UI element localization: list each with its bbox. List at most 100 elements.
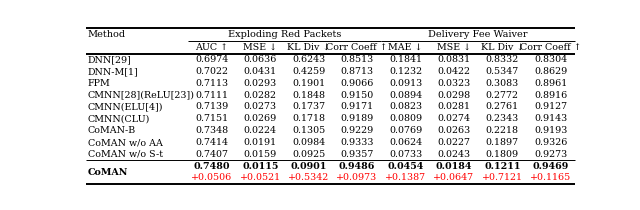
Text: CoMAN w/o AA: CoMAN w/o AA: [88, 138, 163, 147]
Text: +0.1387: +0.1387: [385, 173, 426, 182]
Text: 0.8513: 0.8513: [340, 55, 374, 64]
Text: 0.7139: 0.7139: [195, 102, 228, 112]
Text: 0.2772: 0.2772: [486, 91, 519, 100]
Text: 0.2761: 0.2761: [486, 102, 519, 112]
Text: 0.0733: 0.0733: [389, 150, 422, 159]
Text: 0.0431: 0.0431: [244, 67, 277, 76]
Text: 0.9171: 0.9171: [340, 102, 374, 112]
Text: CoMAN w/o S-t: CoMAN w/o S-t: [88, 150, 163, 159]
Text: 0.9333: 0.9333: [340, 138, 374, 147]
Text: Corr Coeff ↑: Corr Coeff ↑: [326, 43, 388, 52]
Text: DNN-M[1]: DNN-M[1]: [88, 67, 139, 76]
Text: 0.0293: 0.0293: [244, 79, 277, 88]
Text: Method: Method: [88, 30, 126, 39]
Text: 0.0323: 0.0323: [437, 79, 470, 88]
Text: 0.8961: 0.8961: [534, 79, 568, 88]
Text: 0.0115: 0.0115: [242, 162, 278, 171]
Text: Exploding Red Packets: Exploding Red Packets: [228, 30, 341, 39]
Text: 0.4259: 0.4259: [292, 67, 325, 76]
Text: Corr Coeff ↑: Corr Coeff ↑: [520, 43, 582, 52]
Text: 0.0636: 0.0636: [244, 55, 277, 64]
Text: CMNN[28](ReLU[23]): CMNN[28](ReLU[23]): [88, 91, 195, 100]
Text: 0.0273: 0.0273: [244, 102, 277, 112]
Text: 0.0422: 0.0422: [438, 67, 470, 76]
Text: FPM: FPM: [88, 79, 111, 88]
Text: 0.9150: 0.9150: [340, 91, 374, 100]
Text: 0.5347: 0.5347: [486, 67, 519, 76]
Text: 0.0831: 0.0831: [437, 55, 470, 64]
Text: 0.0894: 0.0894: [389, 91, 422, 100]
Text: 0.0925: 0.0925: [292, 150, 325, 159]
Text: 0.9189: 0.9189: [340, 114, 374, 123]
Text: 0.7480: 0.7480: [193, 162, 230, 171]
Text: 0.0282: 0.0282: [244, 91, 276, 100]
Text: 0.1305: 0.1305: [292, 126, 325, 135]
Text: MSE ↓: MSE ↓: [437, 43, 471, 52]
Text: 0.9066: 0.9066: [340, 79, 374, 88]
Text: 0.9127: 0.9127: [534, 102, 567, 112]
Text: +0.0506: +0.0506: [191, 173, 232, 182]
Text: 0.9486: 0.9486: [339, 162, 375, 171]
Text: CMNN(CLU): CMNN(CLU): [88, 114, 150, 123]
Text: 0.1232: 0.1232: [389, 67, 422, 76]
Text: 0.7407: 0.7407: [195, 150, 228, 159]
Text: 0.8332: 0.8332: [486, 55, 519, 64]
Text: 0.8629: 0.8629: [534, 67, 568, 76]
Text: 0.7113: 0.7113: [195, 79, 228, 88]
Text: 0.1841: 0.1841: [389, 55, 422, 64]
Text: 0.0227: 0.0227: [438, 138, 470, 147]
Text: 0.8916: 0.8916: [534, 91, 568, 100]
Text: +0.7121: +0.7121: [482, 173, 523, 182]
Text: 0.1897: 0.1897: [486, 138, 519, 147]
Text: KL Div ↓: KL Div ↓: [481, 43, 524, 52]
Text: 0.9469: 0.9469: [532, 162, 569, 171]
Text: CoMAN: CoMAN: [88, 168, 128, 177]
Text: 0.1737: 0.1737: [292, 102, 325, 112]
Text: 0.7111: 0.7111: [195, 91, 228, 100]
Text: +0.0647: +0.0647: [433, 173, 474, 182]
Text: 0.0823: 0.0823: [389, 102, 422, 112]
Text: 0.7022: 0.7022: [195, 67, 228, 76]
Text: 0.0159: 0.0159: [244, 150, 277, 159]
Text: MAE ↓: MAE ↓: [388, 43, 423, 52]
Text: 0.9273: 0.9273: [534, 150, 568, 159]
Text: 0.0243: 0.0243: [437, 150, 470, 159]
Text: 0.7414: 0.7414: [195, 138, 228, 147]
Text: AUC ↑: AUC ↑: [195, 43, 228, 52]
Text: 0.0454: 0.0454: [387, 162, 424, 171]
Text: 0.0281: 0.0281: [438, 102, 470, 112]
Text: 0.0224: 0.0224: [244, 126, 276, 135]
Text: 0.1901: 0.1901: [292, 79, 325, 88]
Text: 0.1848: 0.1848: [292, 91, 325, 100]
Text: 0.0184: 0.0184: [436, 162, 472, 171]
Text: 0.2343: 0.2343: [486, 114, 519, 123]
Text: KL Div ↓: KL Div ↓: [287, 43, 330, 52]
Text: 0.0274: 0.0274: [438, 114, 470, 123]
Text: 0.9143: 0.9143: [534, 114, 568, 123]
Text: 0.7151: 0.7151: [195, 114, 228, 123]
Text: 0.8713: 0.8713: [340, 67, 374, 76]
Text: 0.0913: 0.0913: [389, 79, 422, 88]
Text: 0.0298: 0.0298: [437, 91, 470, 100]
Text: +0.0521: +0.0521: [240, 173, 281, 182]
Text: 0.1809: 0.1809: [486, 150, 519, 159]
Text: 0.0263: 0.0263: [437, 126, 470, 135]
Text: 0.0901: 0.0901: [291, 162, 327, 171]
Text: 0.8304: 0.8304: [534, 55, 567, 64]
Text: CMNN(ELU[4]): CMNN(ELU[4]): [88, 102, 163, 112]
Text: 0.0769: 0.0769: [389, 126, 422, 135]
Text: +0.1165: +0.1165: [530, 173, 572, 182]
Text: 0.1211: 0.1211: [484, 162, 520, 171]
Text: 0.2218: 0.2218: [486, 126, 519, 135]
Text: 0.0624: 0.0624: [389, 138, 422, 147]
Text: 0.7348: 0.7348: [195, 126, 228, 135]
Text: 0.9193: 0.9193: [534, 126, 568, 135]
Text: 0.0809: 0.0809: [389, 114, 422, 123]
Text: CoMAN-B: CoMAN-B: [88, 126, 136, 135]
Text: 0.3083: 0.3083: [486, 79, 519, 88]
Text: 0.9229: 0.9229: [340, 126, 374, 135]
Text: 0.0984: 0.0984: [292, 138, 325, 147]
Text: 0.6974: 0.6974: [195, 55, 228, 64]
Text: +0.0973: +0.0973: [337, 173, 378, 182]
Text: MSE ↓: MSE ↓: [243, 43, 277, 52]
